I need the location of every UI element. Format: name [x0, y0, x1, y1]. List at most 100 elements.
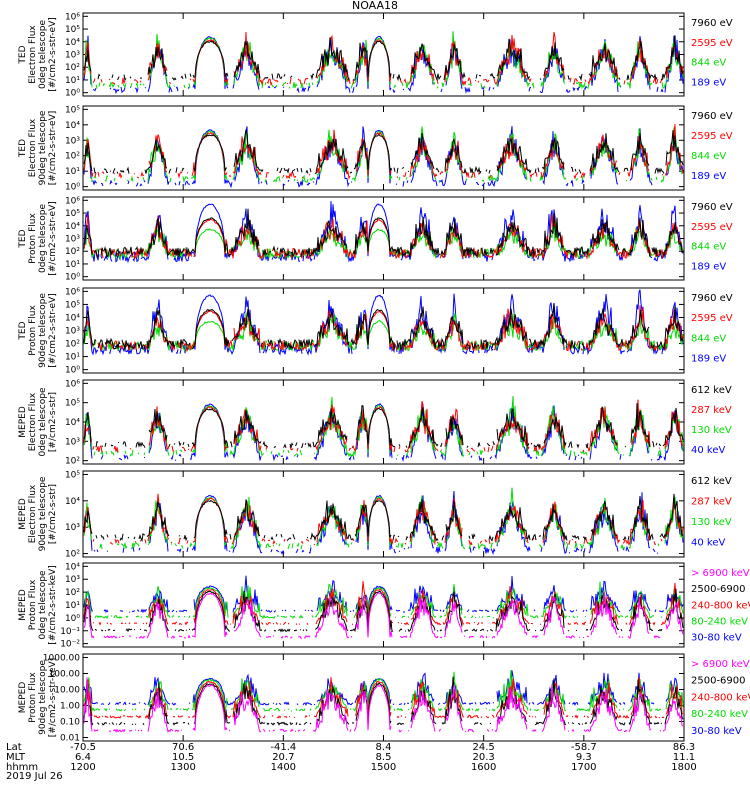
axis-row-value: 8.4	[376, 742, 392, 753]
y-tick-label: 10³	[65, 437, 80, 447]
y-tick-label: 10²	[65, 550, 80, 560]
trace-130-kev	[83, 395, 684, 458]
axis-row-value: 1300	[170, 762, 195, 773]
legend-entry: 30-80 keV	[691, 633, 742, 644]
y-axis-label: 90deg telescope	[38, 660, 48, 735]
legend-entry: 844 eV	[691, 58, 726, 69]
y-tick-label: 10³	[65, 575, 80, 585]
y-tick-label: 10⁵	[65, 470, 80, 480]
trace-240-800-kev	[83, 581, 684, 626]
axis-row-value: 70.6	[172, 742, 194, 753]
y-tick-label: 10⁴	[65, 418, 80, 428]
axis-row-label: hhmm	[6, 762, 38, 773]
panel-3: 10⁰ 10¹ 10² 10³ 10⁴ 10⁵ 10⁶ TED Proton Flux 0deg …	[18, 196, 733, 282]
y-tick-label: 10⁴	[65, 121, 80, 131]
y-tick-label: 10⁵	[65, 399, 80, 409]
y-axis-label: Electron Flux	[28, 392, 38, 451]
legend-entry: 287 keV	[691, 405, 732, 416]
y-axis-label: TED	[18, 45, 28, 64]
legend-entry: 2595 eV	[691, 131, 733, 142]
y-tick-label: 10⁻¹	[60, 627, 80, 637]
y-tick-label: 10⁰	[65, 273, 80, 283]
axis-row-value: 9.3	[576, 752, 592, 763]
y-axis-label: MEPED	[18, 498, 28, 530]
y-tick-label: 10⁴	[65, 562, 80, 572]
y-tick-label: 10⁵	[65, 105, 80, 115]
y-axis-label: 0deg telescope	[38, 20, 48, 90]
y-axis-label: 90deg telescope	[38, 293, 48, 368]
y-tick-label: 10⁵	[65, 25, 80, 35]
y-tick-label: 10³	[65, 523, 80, 533]
y-axis-label: 90deg telescope	[38, 110, 48, 185]
legend-entry: > 6900 keV	[691, 659, 750, 670]
y-axis-label: MEPED	[18, 589, 28, 621]
legend-entry: 189 eV	[691, 354, 726, 365]
y-tick-label: 10⁶	[65, 12, 80, 22]
chart-title: NOAA18	[351, 0, 399, 12]
trace-612-kev	[83, 403, 684, 450]
y-axis-label: Proton Flux	[28, 213, 38, 264]
y-tick-label: 10⁵	[65, 300, 80, 310]
y-tick-label: 10²	[65, 247, 80, 257]
y-tick-label: 10³	[65, 327, 80, 337]
trace-2595-ev	[83, 305, 684, 353]
legend-entry: 7960 eV	[691, 202, 733, 213]
y-tick-label: 10⁰	[65, 183, 80, 193]
y-axis-label: TED	[18, 139, 28, 158]
y-tick-label: 0.10	[60, 718, 80, 728]
legend-entry: 2500-6900	[691, 676, 746, 687]
trace-80-240-kev	[83, 670, 684, 713]
panel-5: 10² 10³ 10⁴ 10⁵ 10⁶ MEPED Electron Flux 0deg te…	[18, 379, 732, 466]
legend-entry: 189 eV	[691, 171, 726, 182]
legend-entry: 40 keV	[691, 445, 725, 456]
y-axis-label: [#/cm2-s-str-keV]	[48, 565, 58, 644]
legend-entry: 2500-6900	[691, 584, 746, 595]
y-tick-label: 10¹	[65, 260, 80, 270]
legend-entry: 80-240 keV	[691, 709, 748, 720]
y-axis-label: MEPED	[18, 406, 28, 438]
legend-entry: 7960 eV	[691, 293, 733, 304]
legend-entry: 80-240 keV	[691, 616, 748, 627]
trace--6900-kev	[83, 677, 684, 733]
panel-frame	[82, 12, 685, 97]
axis-row-value: 10.5	[172, 752, 194, 763]
y-tick-label: 10¹	[65, 353, 80, 363]
y-tick-label: 10²	[65, 588, 80, 598]
legend-entry: 189 eV	[691, 261, 726, 272]
y-axis-label: Proton Flux	[28, 672, 38, 723]
y-axis-label: [#/cm2-s-str]	[48, 484, 58, 544]
axis-row-label: Lat	[6, 742, 22, 753]
legend-entry: 7960 eV	[691, 18, 733, 29]
trace-7960-ev	[83, 208, 684, 258]
legend-entry: 40 keV	[691, 537, 725, 548]
y-axis-label: [#/cm2-s-str-eV]	[48, 293, 58, 368]
axis-row-value: 6.4	[75, 752, 91, 763]
legend-entry: 844 eV	[691, 151, 726, 162]
axis-row-value: 20.7	[272, 752, 294, 763]
y-tick-label: 1.00	[60, 702, 80, 712]
trace-7960-ev	[83, 303, 684, 351]
axis-row-value: 1400	[271, 762, 296, 773]
axis-row-value: 1700	[571, 762, 596, 773]
legend-entry: 130 keV	[691, 517, 732, 528]
y-tick-label: 1000.00	[43, 653, 80, 663]
y-tick-label: 0.01	[60, 734, 80, 744]
legend-entry: 240-800 keV	[691, 692, 750, 703]
panel-2: 10⁰ 10¹ 10² 10³ 10⁴ 10⁵ TED Electron Flux 90deg …	[18, 105, 733, 192]
y-tick-label: 10¹	[65, 601, 80, 611]
axis-row-value: 86.3	[673, 742, 695, 753]
panel-1: 10⁰ 10¹ 10² 10³ 10⁴ 10⁵ 10⁶ TED Electron Flux 0de…	[18, 12, 733, 98]
y-tick-label: 10⁵	[65, 209, 80, 219]
axis-row-value: 11.1	[673, 752, 695, 763]
y-tick-label: 10.00	[54, 685, 80, 695]
panel-frame	[82, 105, 685, 191]
y-axis-label: Proton Flux	[28, 305, 38, 356]
legend-entry: 287 keV	[691, 496, 732, 507]
trace-2595-ev	[83, 31, 684, 86]
axis-row-value: -70.5	[70, 742, 96, 753]
legend-entry: 844 eV	[691, 242, 726, 253]
y-tick-label: 10²	[65, 457, 80, 467]
y-tick-label: 10⁶	[65, 287, 80, 297]
y-axis-label: TED	[18, 321, 28, 340]
y-tick-label: 10⁶	[65, 379, 80, 389]
